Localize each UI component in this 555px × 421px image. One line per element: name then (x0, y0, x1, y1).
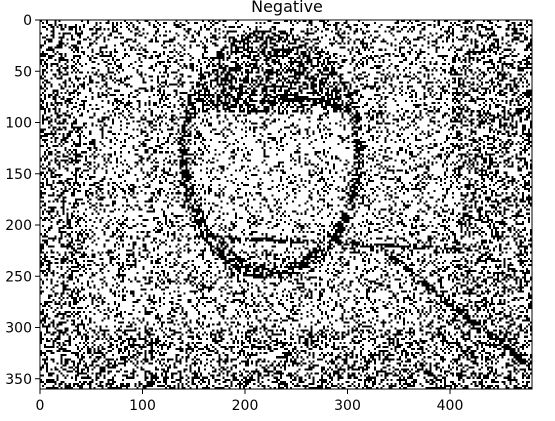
x-tick-label: 200 (232, 398, 259, 414)
y-tick-label: 250 (5, 269, 32, 285)
axes-frame (39, 19, 533, 390)
y-tick-label: 300 (5, 321, 32, 337)
y-tick-label: 350 (5, 372, 32, 388)
figure-title: Negative (251, 0, 323, 16)
x-tick-label: 100 (129, 398, 156, 414)
y-tick-label: 150 (5, 167, 32, 183)
y-tick-label: 100 (5, 116, 32, 132)
y-axis: 0 50 100 150 200 250 300 350 (5, 13, 40, 388)
x-axis: 0 100 200 300 400 (36, 389, 464, 414)
y-tick-label: 200 (5, 218, 32, 234)
edge-image-pixels (40, 20, 532, 389)
y-tick-label: 50 (14, 64, 32, 80)
x-tick-label: 400 (437, 398, 464, 414)
x-tick-label: 300 (334, 398, 361, 414)
y-tick-label: 0 (23, 13, 32, 29)
x-tick-label: 0 (36, 398, 45, 414)
edge-image (40, 20, 532, 389)
